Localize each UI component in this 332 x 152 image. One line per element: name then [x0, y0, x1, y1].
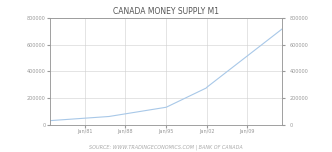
Text: SOURCE: WWW.TRADINGECONOMICS.COM | BANK OF CANADA: SOURCE: WWW.TRADINGECONOMICS.COM | BANK … — [89, 145, 243, 150]
Title: CANADA MONEY SUPPLY M1: CANADA MONEY SUPPLY M1 — [113, 7, 219, 16]
